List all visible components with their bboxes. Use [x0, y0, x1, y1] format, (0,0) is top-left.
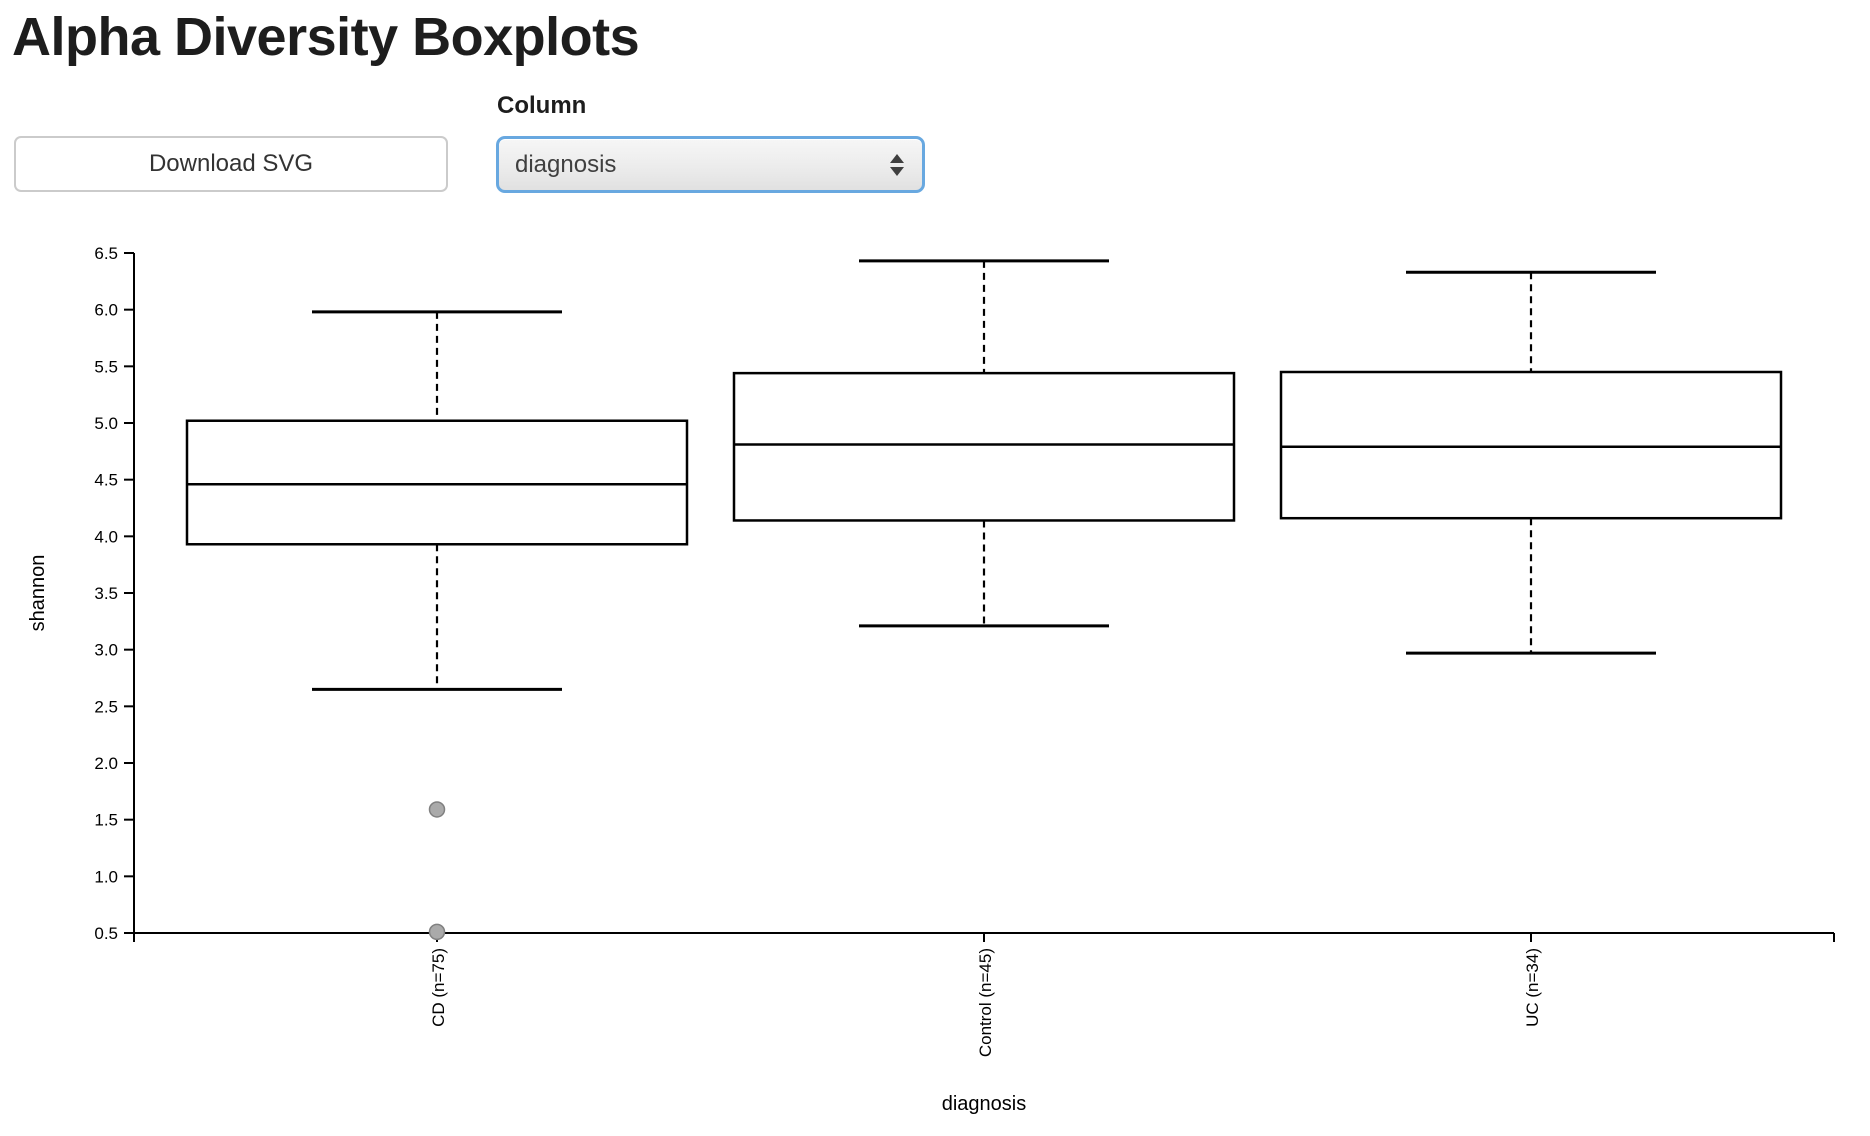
- y-axis-tick-label: 4.0: [94, 527, 118, 546]
- page-title: Alpha Diversity Boxplots: [12, 7, 640, 67]
- y-axis-tick-label: 2.5: [94, 697, 118, 716]
- y-axis-title: shannon: [27, 555, 49, 632]
- y-axis-tick-label: 3.5: [94, 584, 118, 603]
- download-svg-button-label: Download SVG: [148, 150, 314, 177]
- y-axis-tick-label: 6.5: [94, 244, 118, 263]
- y-axis-tick-label: 5.0: [94, 414, 118, 433]
- y-axis-tick-label: 3.0: [94, 641, 118, 660]
- y-axis-tick-label: 1.0: [94, 867, 118, 886]
- download-svg-button[interactable]: Download SVG: [14, 136, 448, 192]
- x-axis-title: diagnosis: [942, 1093, 1027, 1115]
- x-axis-category-label: CD (n=75): [429, 948, 448, 1027]
- x-axis-category-label: UC (n=34): [1523, 948, 1542, 1027]
- y-axis-tick-label: 4.5: [94, 471, 118, 490]
- y-axis-tick-label: 2.0: [94, 754, 118, 773]
- select-up-down-arrows-icon: [890, 153, 904, 176]
- column-select[interactable]: diagnosis: [496, 136, 925, 193]
- column-select-value: diagnosis: [515, 150, 617, 178]
- y-axis-tick-label: 0.5: [94, 924, 118, 943]
- arrow-up-icon: [890, 153, 904, 163]
- box: [1279, 370, 1783, 520]
- outlier-point: [428, 801, 446, 818]
- x-axis-category-label: Control (n=45): [976, 948, 995, 1057]
- outlier-point: [428, 923, 446, 941]
- y-axis-tick-label: 1.5: [94, 811, 118, 830]
- box: [185, 419, 689, 546]
- arrow-down-icon: [890, 166, 904, 176]
- column-select-label: Column: [497, 92, 587, 119]
- y-axis-tick-label: 6.0: [94, 301, 118, 320]
- box: [732, 371, 1236, 522]
- y-axis-tick-label: 5.5: [94, 357, 118, 376]
